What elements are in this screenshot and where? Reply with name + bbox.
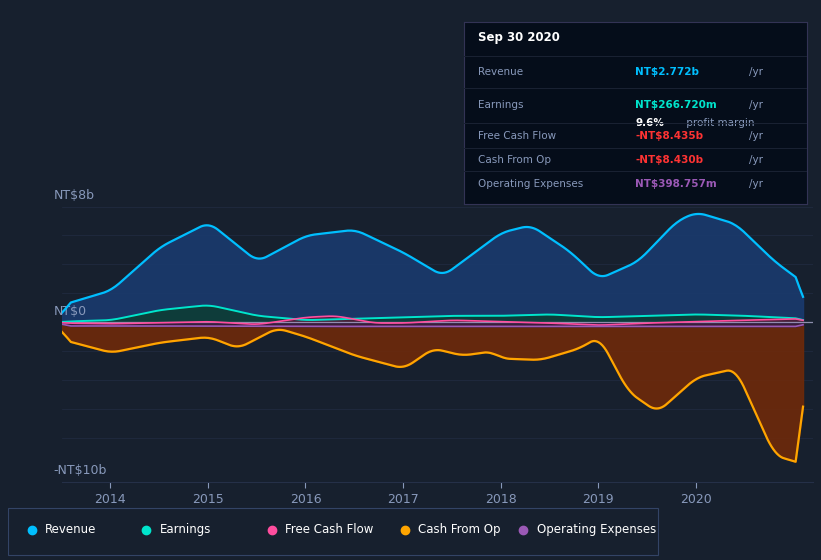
Text: Free Cash Flow: Free Cash Flow [286, 523, 374, 536]
Text: NT$8b: NT$8b [53, 189, 94, 202]
Text: NT$0: NT$0 [53, 305, 87, 318]
Text: profit margin: profit margin [684, 118, 755, 128]
Text: 9.6%: 9.6% [635, 118, 664, 128]
Text: Revenue: Revenue [478, 67, 523, 77]
Text: Earnings: Earnings [478, 100, 523, 110]
Text: -NT$8.430b: -NT$8.430b [635, 155, 704, 165]
Text: /yr: /yr [749, 67, 763, 77]
Text: Free Cash Flow: Free Cash Flow [478, 131, 556, 141]
Text: Operating Expenses: Operating Expenses [478, 179, 583, 189]
Text: -NT$10b: -NT$10b [53, 464, 108, 477]
Text: Revenue: Revenue [45, 523, 97, 536]
Text: /yr: /yr [749, 179, 763, 189]
Text: /yr: /yr [749, 100, 763, 110]
Text: Operating Expenses: Operating Expenses [537, 523, 656, 536]
Text: NT$2.772b: NT$2.772b [635, 67, 699, 77]
Text: NT$398.757m: NT$398.757m [635, 179, 718, 189]
Text: Earnings: Earnings [159, 523, 211, 536]
Text: Cash From Op: Cash From Op [419, 523, 501, 536]
Text: Cash From Op: Cash From Op [478, 155, 551, 165]
Text: /yr: /yr [749, 131, 763, 141]
Text: -NT$8.435b: -NT$8.435b [635, 131, 704, 141]
Text: Sep 30 2020: Sep 30 2020 [478, 31, 559, 44]
Text: /yr: /yr [749, 155, 763, 165]
Text: NT$266.720m: NT$266.720m [635, 100, 718, 110]
